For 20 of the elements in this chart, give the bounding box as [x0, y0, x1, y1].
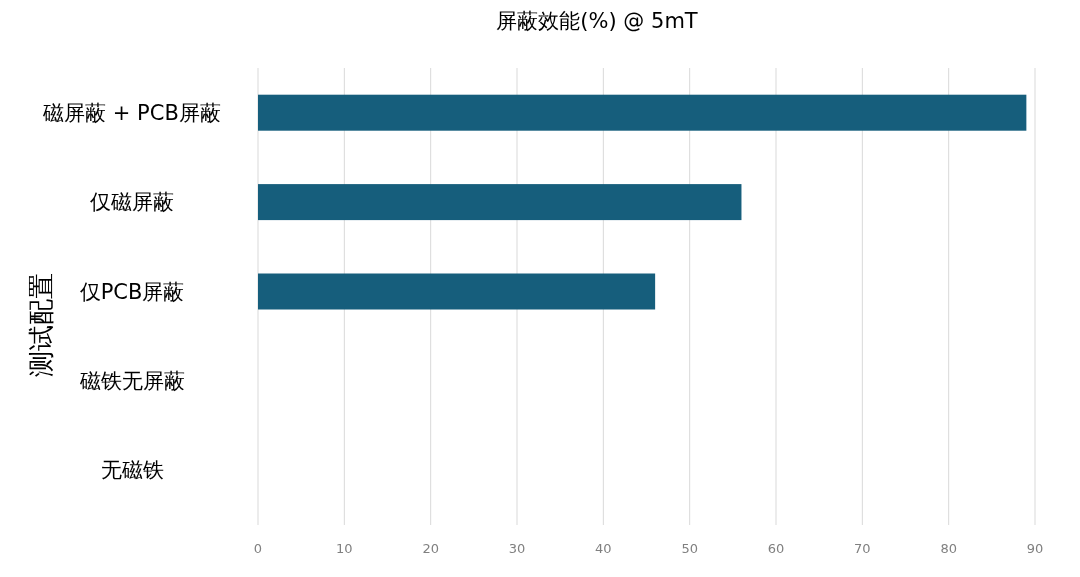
y-axis-title: 测试配置	[26, 273, 56, 377]
bar	[258, 94, 1027, 131]
x-tick-label: 40	[595, 541, 612, 556]
x-tick-label: 80	[940, 541, 957, 556]
x-tick-label: 20	[422, 541, 439, 556]
x-tick-label: 10	[336, 541, 353, 556]
x-tick-label: 60	[767, 541, 785, 556]
y-tick-label: 仅PCB屏蔽	[79, 279, 185, 304]
x-tick-label: 50	[681, 541, 698, 556]
x-tick-label: 70	[854, 541, 871, 556]
x-tick-label: 0	[253, 541, 263, 556]
y-tick-label: 磁铁无屏蔽	[78, 368, 185, 393]
y-tick-label: 无磁铁	[100, 458, 164, 483]
bar	[258, 184, 742, 221]
x-tick-label: 90	[1026, 541, 1044, 556]
y-tick-label: 磁屏蔽 + PCB屏蔽	[42, 100, 221, 125]
chart-title: 屏蔽效能(%) @ 5mT	[496, 9, 698, 33]
bar	[258, 273, 656, 310]
x-tick-label: 30	[508, 541, 526, 556]
y-tick-label: 仅磁屏蔽	[90, 190, 174, 215]
